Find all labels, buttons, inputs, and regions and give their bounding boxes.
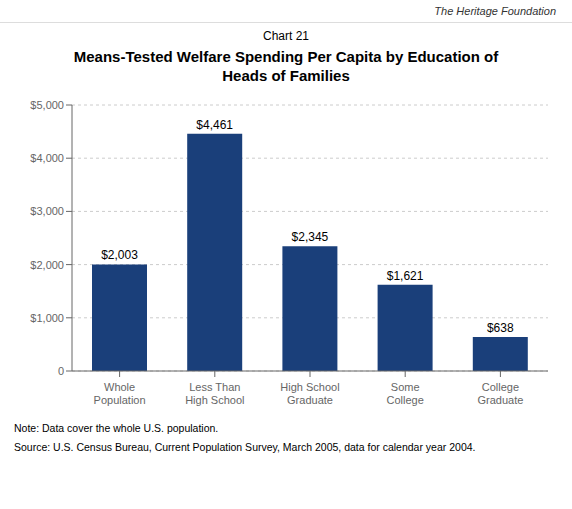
svg-text:$1,000: $1,000 — [30, 312, 64, 324]
svg-text:$3,000: $3,000 — [30, 205, 64, 217]
html-text:Chart 21: Chart 21 — [263, 29, 309, 43]
html-text:The Heritage Foundation: The Heritage Foundation — [434, 5, 556, 17]
svg-text:$2,000: $2,000 — [30, 259, 64, 271]
svg-text:Less ThanHigh School: Less ThanHigh School — [185, 381, 244, 406]
svg-text:WholePopulation: WholePopulation — [94, 381, 146, 406]
html-text:Source: U.S. Census Bureau, Cu: Source: U.S. Census Bureau, Current Popu… — [14, 441, 476, 453]
html-text:Note: Data cover the whole U.S: Note: Data cover the whole U.S. populati… — [14, 422, 219, 434]
svg-text:$1,621: $1,621 — [387, 269, 424, 283]
svg-text:0: 0 — [58, 365, 64, 377]
svg-text:$4,461: $4,461 — [196, 118, 233, 132]
svg-text:SomeCollege: SomeCollege — [387, 381, 424, 406]
html-text:Heads of Families: Heads of Families — [222, 67, 350, 84]
html-text:Means-Tested Welfare Spending: Means-Tested Welfare Spending Per Capita… — [73, 48, 499, 65]
svg-text:$638: $638 — [487, 321, 514, 335]
svg-text:$5,000: $5,000 — [30, 99, 64, 111]
svg-text:High SchoolGraduate: High SchoolGraduate — [280, 381, 339, 406]
svg-text:$4,000: $4,000 — [30, 152, 64, 164]
svg-text:$2,003: $2,003 — [101, 248, 138, 262]
svg-text:$2,345: $2,345 — [292, 230, 329, 244]
svg-text:CollegeGraduate: CollegeGraduate — [477, 381, 523, 406]
